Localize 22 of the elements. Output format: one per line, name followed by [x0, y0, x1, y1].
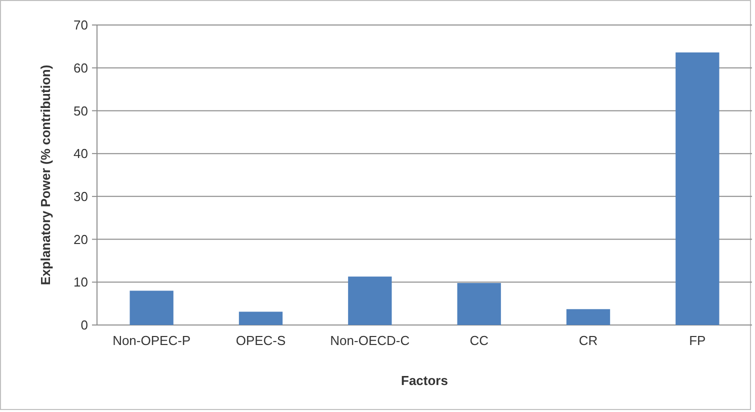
x-tick-label: OPEC-S: [236, 333, 286, 348]
x-tick-label: CC: [470, 333, 488, 348]
bar: [457, 283, 501, 325]
y-tick-label: 50: [74, 103, 88, 118]
y-tick-label: 70: [74, 18, 88, 33]
x-tick-label: CR: [578, 333, 598, 348]
x-tick-label: Non-OECD-C: [330, 333, 410, 348]
bar: [676, 52, 720, 325]
x-tick-label: FP: [689, 333, 706, 348]
bar: [348, 276, 392, 325]
y-tick-label: 40: [74, 146, 88, 162]
y-tick-label: 20: [74, 232, 88, 247]
bar: [130, 290, 174, 325]
y-tick-label: 30: [74, 188, 88, 204]
x-axis-title: Factors: [401, 373, 448, 388]
y-tick-label: 0: [80, 318, 88, 333]
x-tick-label: Non-OPEC-P: [112, 333, 191, 348]
y-axis-title: Explanatory Power (% contribution): [38, 64, 53, 286]
bar: [238, 312, 283, 325]
bar: [566, 309, 610, 325]
y-tick-label: 60: [74, 60, 88, 76]
y-tick-label: 10: [74, 274, 88, 290]
